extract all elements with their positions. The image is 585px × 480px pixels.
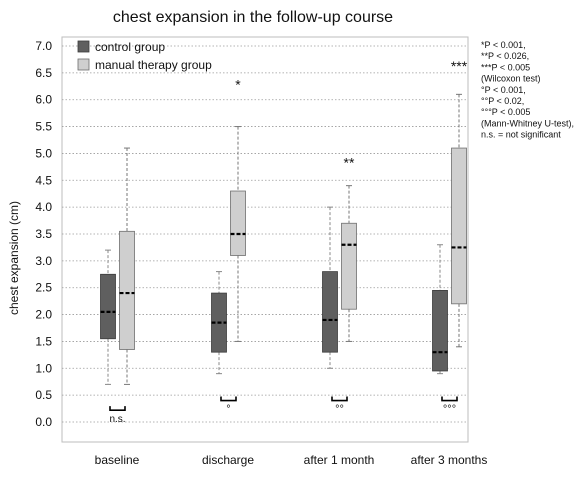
- within-group-mark: ***: [451, 58, 468, 74]
- box-0-1: [211, 271, 227, 375]
- x-tick-label: baseline: [95, 453, 140, 467]
- between-group-bracket: [441, 396, 458, 402]
- y-tick-label: 1.0: [35, 361, 52, 375]
- footnote-line: (Wilcoxon test): [481, 74, 541, 84]
- y-tick-label: 1.5: [35, 334, 52, 348]
- y-tick-label: 4.0: [35, 200, 52, 214]
- footnote-line: *P < 0.001,: [481, 40, 526, 50]
- footnote-line: (Mann-Whitney U-test),: [481, 118, 574, 128]
- y-tick-label: 2.5: [35, 281, 52, 295]
- box-1-3: [451, 93, 467, 348]
- chart-title: chest expansion in the follow-up course: [113, 9, 393, 26]
- box-1-0: [119, 147, 135, 385]
- box-0-3: [432, 244, 448, 375]
- within-group-mark: **: [344, 154, 355, 170]
- box-rect: [100, 273, 116, 340]
- y-tick-label: 3.5: [35, 227, 52, 241]
- y-axis-label: chest expansion (cm): [7, 201, 21, 315]
- plot-frame: [61, 36, 469, 443]
- footnote-line: °°P < 0.02,: [481, 96, 524, 106]
- box-rect: [119, 230, 135, 350]
- between-group-bracket: [331, 396, 348, 402]
- x-tick-labels: baseline discharge after 1 month after 3 mo…: [95, 453, 488, 467]
- legend: control group manual therapy group: [77, 40, 212, 72]
- y-tick-label: 0.5: [35, 388, 52, 402]
- y-tick-label: 0.0: [35, 415, 52, 429]
- box-0-0: [100, 249, 116, 385]
- footnote-line: °°°P < 0.005: [481, 107, 530, 117]
- between-group-mark: °: [226, 404, 230, 416]
- between-group-bracket: [109, 406, 126, 411]
- footnote-line: n.s. = not significant: [481, 130, 561, 140]
- y-tick-label: 7.0: [35, 39, 52, 53]
- y-tick-label: 6.0: [35, 93, 52, 107]
- x-tick-label: after 3 months: [411, 453, 488, 467]
- box-rect: [230, 190, 246, 256]
- between-group-bracket: [220, 396, 237, 402]
- legend-swatch: [77, 58, 90, 71]
- box-1-1: [230, 126, 246, 342]
- y-tick-labels: 0.0 0.5 1.0 1.5 2.0 2.5 3.0 3.5 4.0 4.5 5.0 5.5 6.0 6…: [35, 39, 52, 429]
- box-rect: [432, 289, 448, 372]
- between-group-mark: °°°: [443, 404, 456, 416]
- y-tick-label: 2.0: [35, 308, 52, 322]
- between-group-mark: °°: [335, 404, 344, 416]
- y-tick-label: 6.5: [35, 66, 52, 80]
- y-tick-label: 5.0: [35, 146, 52, 160]
- x-tick-label: after 1 month: [304, 453, 375, 467]
- legend-label: manual therapy group: [95, 58, 212, 72]
- significance-marks: ******n.s.° °° °°°: [109, 58, 468, 425]
- footnote-line: ***P < 0.005: [481, 62, 530, 72]
- box-1-2: [341, 185, 357, 342]
- y-tick-label: 5.5: [35, 120, 52, 134]
- y-tick-label: 3.0: [35, 254, 52, 268]
- box-rect: [451, 147, 467, 305]
- boxes: [100, 93, 467, 385]
- legend-label: control group: [95, 40, 165, 54]
- x-tick-label: discharge: [202, 453, 254, 467]
- box-0-2: [322, 206, 338, 369]
- legend-swatch: [77, 40, 90, 53]
- between-group-mark: n.s.: [109, 414, 125, 425]
- footnote-line: **P < 0.026,: [481, 51, 529, 61]
- box-rect: [341, 222, 357, 310]
- box-rect: [322, 271, 338, 353]
- within-group-mark: *: [235, 77, 241, 93]
- y-tick-label: 4.5: [35, 173, 52, 187]
- footnote: *P < 0.001,**P < 0.026,***P < 0.005 (Wilc…: [481, 40, 574, 140]
- footnote-line: °P < 0.001,: [481, 85, 526, 95]
